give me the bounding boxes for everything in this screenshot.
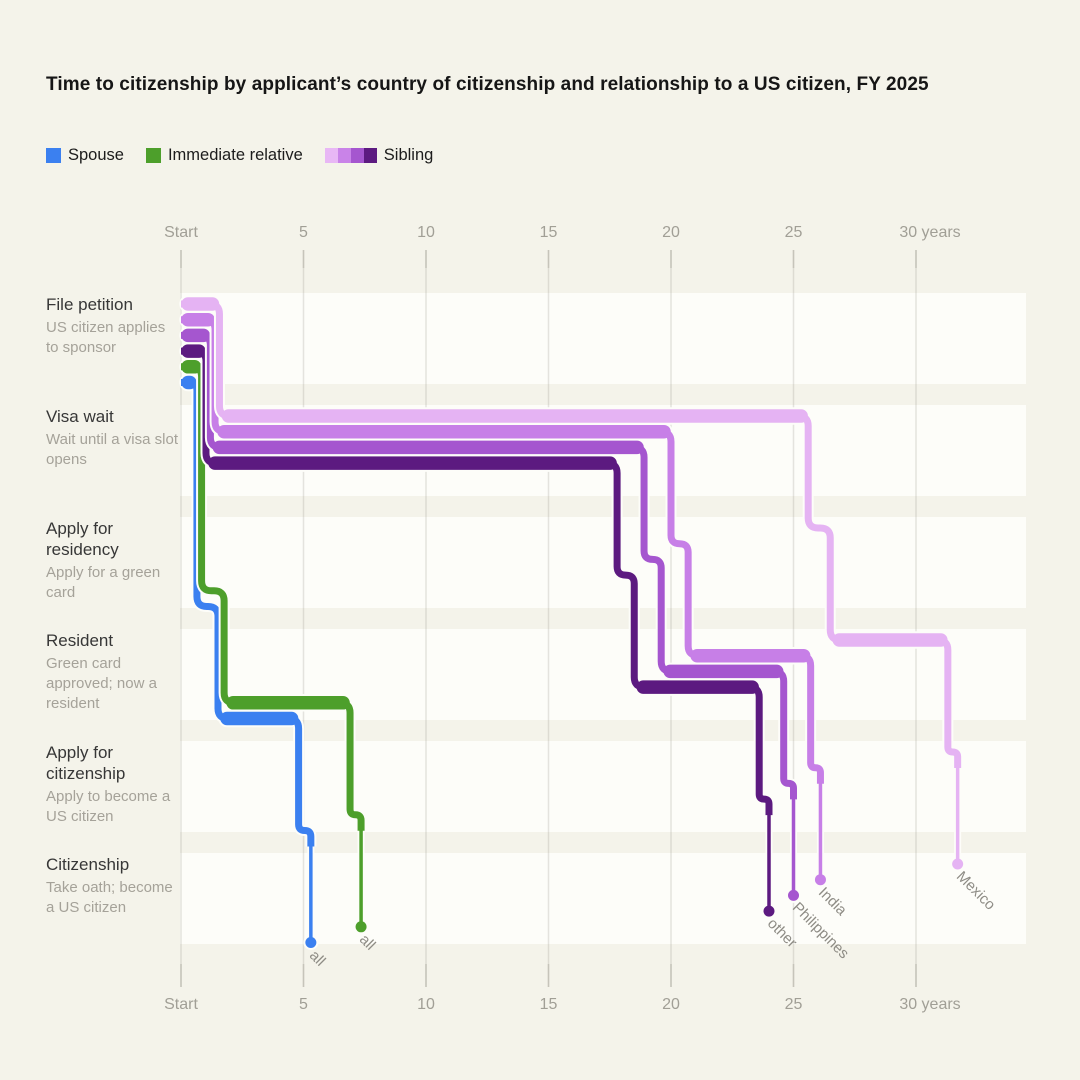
legend-item-sibling: Sibling	[324, 146, 434, 165]
series-Mexico	[179, 295, 966, 872]
stage-title: Resident	[46, 631, 114, 650]
axis-tick-label: 25	[784, 224, 803, 241]
stage-description: Wait until a visa slot opens	[46, 431, 178, 468]
axis-tick-label: 30 years	[899, 996, 961, 1013]
series-all	[179, 373, 319, 950]
stage-description: Apply to become a US citizen	[46, 788, 171, 825]
stage-title: File petition	[46, 295, 133, 314]
legend-label: Immediate relative	[167, 146, 303, 164]
stage-description: Green card approved; now a resident	[46, 655, 157, 712]
stage-description: Take oath; become a US citizen	[46, 879, 173, 916]
stage-band	[180, 741, 1026, 832]
stage-row-label-6: Citizenship Take oath; become a US citize…	[46, 854, 178, 918]
axis-tick-label: 5	[299, 224, 308, 241]
series-all	[179, 358, 369, 935]
legend: Spouse Immediate relative Sibling	[46, 146, 433, 165]
legend-swatch-icon	[324, 148, 377, 163]
stage-description: US citizen applies to sponsor	[46, 319, 166, 356]
axis-tick-label: 20	[662, 224, 680, 241]
stage-band	[180, 853, 1026, 944]
stage-row-label-5: Apply for citizenship Apply to become a U…	[46, 742, 178, 827]
axis-tick-label: 15	[539, 224, 558, 241]
stage-title: Visa wait	[46, 407, 114, 426]
axis-tick-label: 25	[784, 996, 803, 1013]
legend-item-spouse: Spouse	[46, 146, 124, 165]
stage-title: Citizenship	[46, 855, 130, 874]
stage-title: Apply for residency	[46, 519, 119, 559]
stage-description: Apply for a green card	[46, 564, 161, 601]
axis-tick-label: 5	[299, 996, 308, 1013]
series-Philippines	[179, 326, 801, 903]
stage-band	[180, 517, 1026, 608]
end-dot	[952, 858, 964, 870]
end-dot	[305, 937, 317, 948]
chart-title: Time to citizenship by applicant’s count…	[46, 74, 929, 95]
stage-row-label-2: Visa wait Wait until a visa slot opens	[46, 406, 178, 470]
stage-row-label-1: File petition US citizen applies to spons…	[46, 294, 178, 358]
axis-tick-label: 10	[417, 996, 435, 1013]
stage-band	[180, 293, 1026, 384]
axis-tick-label: 15	[539, 996, 558, 1013]
legend-item-immediate-relative: Immediate relative	[145, 146, 303, 165]
axis-tick-label: 10	[417, 224, 435, 241]
axis-tick-label: 20	[662, 996, 680, 1013]
axis-tick-label: Start	[164, 224, 198, 241]
legend-label: Spouse	[68, 146, 124, 164]
stage-row-label-4: Resident Green card approved; now a resid…	[46, 630, 178, 714]
stage-row-label-3: Apply for residency Apply for a green car…	[46, 518, 178, 603]
legend-swatch-icon	[46, 148, 61, 163]
axis-tick-label: Start	[164, 996, 198, 1013]
series-other	[179, 342, 777, 919]
end-dot	[788, 889, 799, 901]
series-India	[179, 310, 828, 888]
end-dot	[355, 921, 367, 933]
end-dot	[763, 905, 775, 917]
legend-label: Sibling	[383, 146, 434, 164]
end-dot	[814, 874, 826, 886]
legend-swatch-icon	[145, 148, 161, 163]
axis-tick-label: 30 years	[899, 224, 961, 241]
stage-title: Apply for citizenship	[46, 743, 126, 783]
